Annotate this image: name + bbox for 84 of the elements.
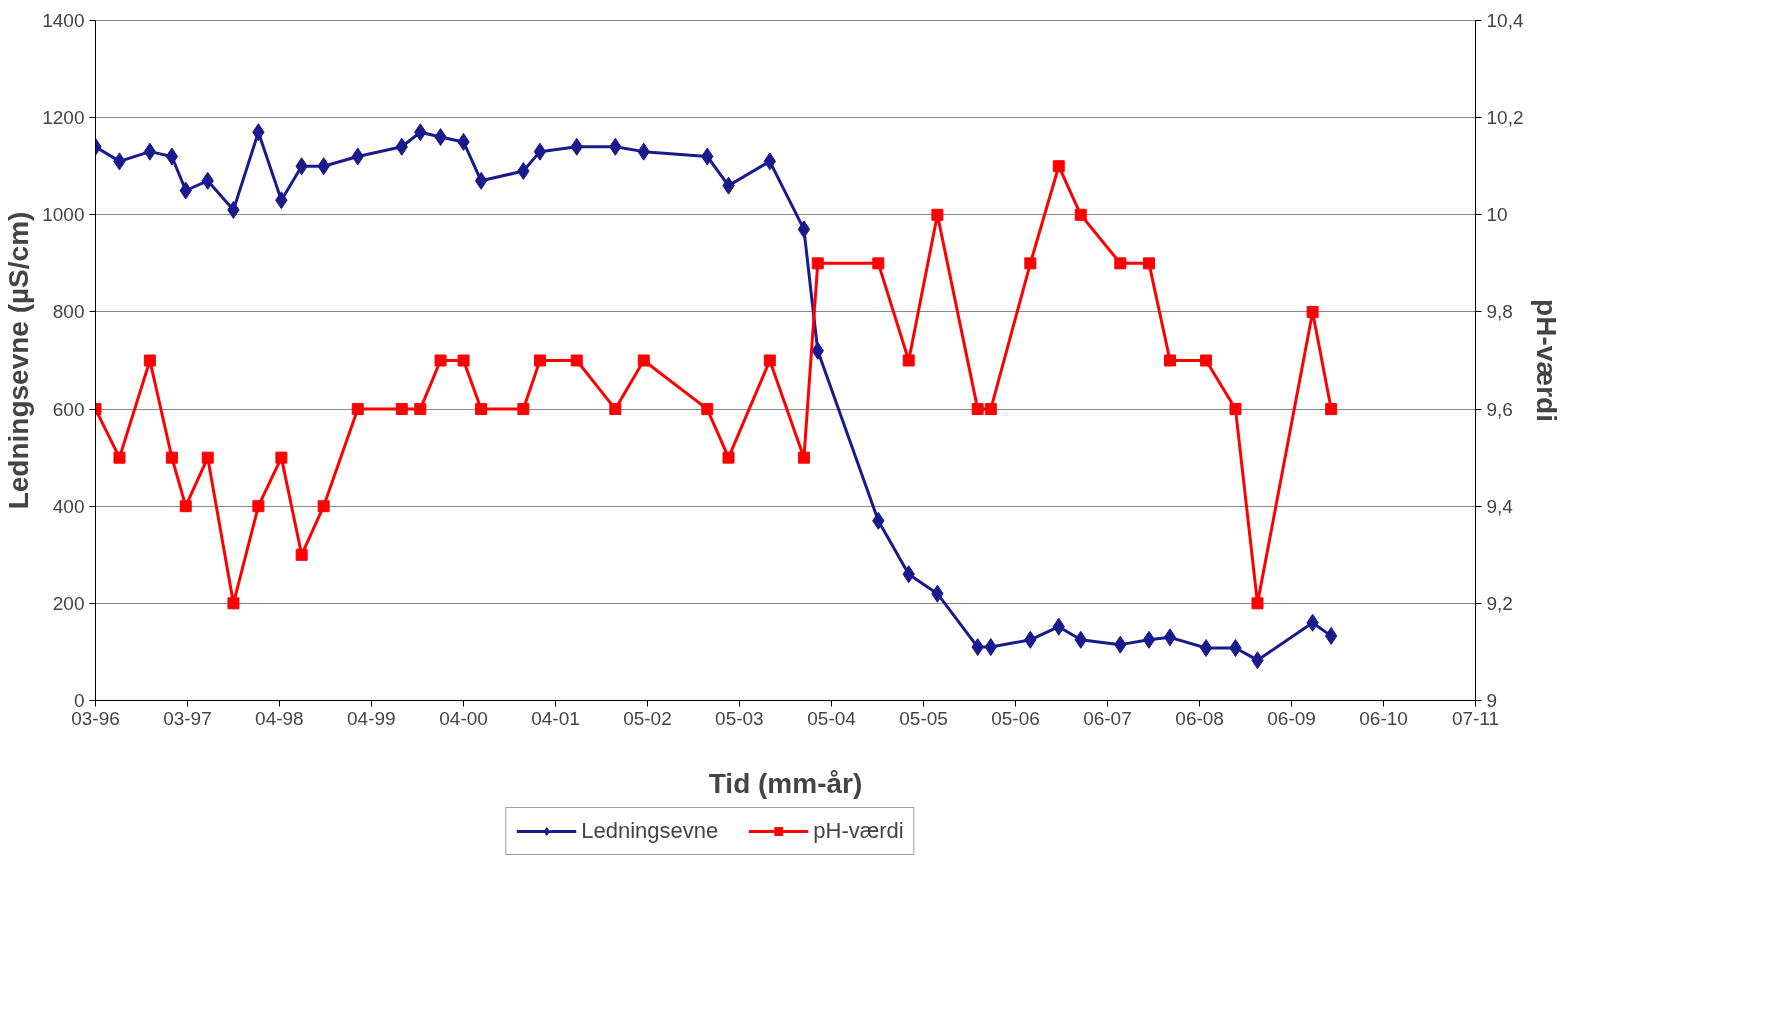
point	[1142, 257, 1155, 270]
point	[143, 142, 157, 161]
y2-tick-label: 10,4	[1486, 10, 1524, 31]
x-tick-label: 05-03	[715, 707, 764, 729]
x-tick-label: 05-02	[623, 707, 672, 729]
point	[1163, 628, 1177, 647]
point	[811, 257, 824, 270]
x-tick-label: 05-06	[991, 707, 1040, 729]
y2-axis-title: pH-værdi	[1531, 299, 1563, 422]
x-tick-label: 04-98	[255, 707, 304, 729]
point	[931, 208, 944, 221]
point	[165, 451, 178, 464]
y-tick-label: 1000	[42, 204, 85, 226]
x-tick-label: 04-01	[531, 707, 580, 729]
point	[434, 354, 447, 367]
point	[637, 354, 650, 367]
point	[457, 354, 470, 367]
point	[1114, 257, 1127, 270]
point	[1306, 305, 1319, 318]
x-tick-label: 03-97	[163, 707, 212, 729]
point	[1163, 354, 1176, 367]
x-tick-label: 04-00	[439, 707, 488, 729]
point	[1324, 626, 1338, 645]
y-tick-label: 600	[52, 398, 85, 420]
point	[1074, 208, 1087, 221]
y-tick-label: 400	[52, 495, 85, 517]
y2-tick-label: 9,6	[1486, 398, 1513, 420]
point	[1024, 257, 1037, 270]
point	[414, 403, 427, 416]
point	[474, 171, 488, 190]
y2-tick-label: 10	[1486, 204, 1508, 226]
point	[1325, 403, 1338, 416]
point	[1200, 354, 1213, 367]
point	[295, 548, 308, 561]
point	[533, 142, 547, 161]
point	[275, 451, 288, 464]
point	[227, 597, 240, 610]
point	[179, 500, 192, 513]
point	[517, 403, 530, 416]
point	[317, 500, 330, 513]
y-tick-label: 1400	[42, 10, 85, 31]
x-tick-label: 06-10	[1359, 707, 1408, 729]
point	[1142, 630, 1156, 649]
y2-tick-label: 9,4	[1486, 495, 1514, 517]
point	[763, 354, 776, 367]
x-tick-label: 06-07	[1083, 707, 1132, 729]
point	[722, 451, 735, 464]
point	[395, 403, 408, 416]
legend-label: pH-værdi	[813, 818, 904, 844]
point	[609, 403, 622, 416]
point	[797, 451, 810, 464]
point	[872, 257, 885, 270]
y-tick-label: 200	[52, 592, 85, 614]
x-tick-label: 06-09	[1267, 707, 1316, 729]
point	[201, 451, 214, 464]
y2-tick-label: 9,8	[1486, 301, 1513, 323]
point	[1199, 639, 1213, 658]
point	[113, 451, 126, 464]
point	[570, 354, 583, 367]
x-tick-label: 04-99	[347, 707, 396, 729]
y-tick-label: 1200	[42, 107, 85, 129]
point	[902, 354, 915, 367]
y-axis-title: Ledningsevne (µS/cm)	[3, 211, 35, 510]
y-tick-label: 800	[52, 301, 85, 323]
y2-tick-label: 9,2	[1486, 592, 1513, 614]
x-tick-label: 05-05	[899, 707, 948, 729]
point	[984, 403, 997, 416]
point	[351, 403, 364, 416]
point	[1251, 597, 1264, 610]
point	[971, 403, 984, 416]
point	[252, 500, 265, 513]
point	[1229, 403, 1242, 416]
y2-tick-label: 10,2	[1486, 107, 1524, 129]
point	[797, 220, 811, 239]
point	[533, 354, 546, 367]
point	[475, 403, 488, 416]
legend-label: Ledningsevne	[581, 818, 719, 844]
x-tick-label: 05-04	[807, 707, 857, 729]
x-tick-label: 06-08	[1175, 707, 1224, 729]
point	[165, 147, 179, 166]
point	[1052, 160, 1065, 173]
point	[701, 403, 714, 416]
x-axis-title: Tid (mm-år)	[708, 767, 863, 799]
point	[143, 354, 156, 367]
